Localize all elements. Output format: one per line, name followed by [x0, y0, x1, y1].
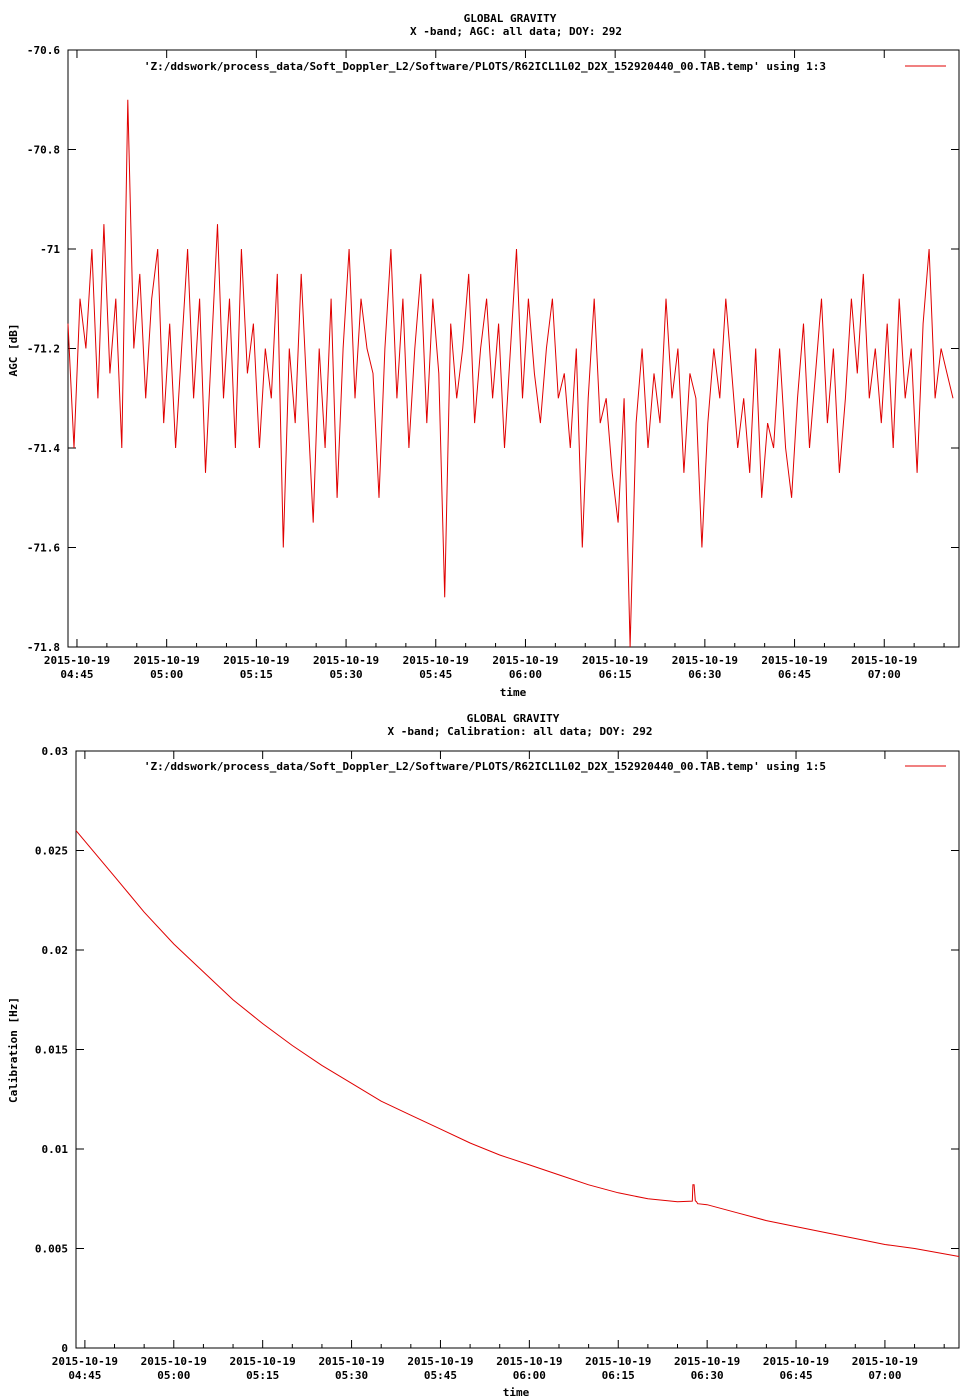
chart1-x-tick-date: 2015-10-19 — [672, 654, 738, 667]
chart2-x-tick-time: 06:30 — [691, 1369, 724, 1382]
chart2-x-tick-time: 06:15 — [602, 1369, 635, 1382]
chart2-y-axis-label: Calibration [Hz] — [7, 997, 20, 1103]
chart1-series-line — [67, 99, 954, 648]
chart2-x-tick-date: 2015-10-19 — [496, 1355, 562, 1368]
chart1-x-tick-time: 07:00 — [868, 668, 901, 681]
chart2-x-tick-time: 07:00 — [868, 1369, 901, 1382]
chart2-x-tick-date: 2015-10-19 — [318, 1355, 384, 1368]
chart1-x-tick-time: 05:00 — [150, 668, 183, 681]
chart1-x-tick-date: 2015-10-19 — [851, 654, 917, 667]
chart1-x-tick-time: 06:15 — [599, 668, 632, 681]
chart1-title: GLOBAL GRAVITY — [464, 12, 557, 25]
chart2-y-tick-label: 0.005 — [35, 1243, 68, 1256]
agc-chart: GLOBAL GRAVITY X -band; AGC: all data; D… — [7, 12, 960, 699]
chart1-y-tick-label: -70.6 — [27, 44, 60, 57]
chart2-x-tick-date: 2015-10-19 — [230, 1355, 296, 1368]
chart2-plot-frame — [75, 750, 960, 1349]
chart2-x-tick-time: 05:15 — [246, 1369, 279, 1382]
chart1-x-tick-date: 2015-10-19 — [582, 654, 648, 667]
chart2-x-tick-date: 2015-10-19 — [141, 1355, 207, 1368]
chart2-title: GLOBAL GRAVITY — [467, 712, 560, 725]
chart2-y-tick-label: 0 — [61, 1342, 68, 1355]
chart1-y-tick-label: -71.2 — [27, 343, 60, 356]
chart1-x-tick-time: 05:30 — [330, 668, 363, 681]
chart1-y-tick-label: -71.4 — [27, 442, 60, 455]
chart2-x-tick-date: 2015-10-19 — [763, 1355, 829, 1368]
chart1-x-tick-date: 2015-10-19 — [44, 654, 110, 667]
chart2-x-tick-date: 2015-10-19 — [407, 1355, 473, 1368]
chart2-x-tick-time: 05:30 — [335, 1369, 368, 1382]
chart2-y-tick-label: 0.02 — [42, 944, 69, 957]
chart1-x-tick-time: 06:00 — [509, 668, 542, 681]
chart2-x-tick-date: 2015-10-19 — [585, 1355, 651, 1368]
chart1-y-tick-label: -71.8 — [27, 641, 60, 654]
chart1-x-tick-date: 2015-10-19 — [313, 654, 379, 667]
chart1-x-tick-time: 05:45 — [419, 668, 452, 681]
chart2-x-tick-time: 06:45 — [779, 1369, 812, 1382]
chart1-y-axis-label: AGC [dB] — [7, 324, 20, 377]
chart1-x-tick-date: 2015-10-19 — [134, 654, 200, 667]
chart1-y-tick-label: -71 — [40, 243, 60, 256]
chart1-x-tick-date: 2015-10-19 — [223, 654, 289, 667]
chart2-subtitle: X -band; Calibration: all data; DOY: 292 — [388, 725, 653, 738]
chart2-y-tick-label: 0.01 — [42, 1143, 69, 1156]
chart1-x-tick-time: 04:45 — [60, 668, 93, 681]
chart2-x-tick-time: 04:45 — [68, 1369, 101, 1382]
chart2-y-tick-label: 0.03 — [42, 745, 69, 758]
chart2-x-tick-time: 06:00 — [513, 1369, 546, 1382]
chart1-x-tick-date: 2015-10-19 — [492, 654, 558, 667]
chart1-y-tick-label: -71.6 — [27, 542, 60, 555]
chart2-y-tick-label: 0.015 — [35, 1044, 68, 1057]
chart1-x-tick-time: 05:15 — [240, 668, 273, 681]
chart1-legend-label: 'Z:/ddswork/process_data/Soft_Doppler_L2… — [144, 60, 826, 73]
chart2-series-line — [75, 830, 960, 1257]
calibration-chart: GLOBAL GRAVITY X -band; Calibration: all… — [7, 712, 960, 1399]
chart2-x-axis-label: time — [503, 1386, 530, 1399]
chart1-x-tick-time: 06:45 — [778, 668, 811, 681]
chart2-x-tick-date: 2015-10-19 — [852, 1355, 918, 1368]
chart1-subtitle: X -band; AGC: all data; DOY: 292 — [410, 25, 622, 38]
chart2-legend-label: 'Z:/ddswork/process_data/Soft_Doppler_L2… — [144, 760, 826, 773]
chart2-x-tick-time: 05:45 — [424, 1369, 457, 1382]
chart1-x-tick-time: 06:30 — [688, 668, 721, 681]
chart1-x-axis-label: time — [500, 686, 527, 699]
chart2-x-tick-time: 05:00 — [157, 1369, 190, 1382]
chart1-x-tick-date: 2015-10-19 — [761, 654, 827, 667]
chart2-x-tick-date: 2015-10-19 — [674, 1355, 740, 1368]
chart2-y-tick-label: 0.025 — [35, 845, 68, 858]
chart1-x-tick-date: 2015-10-19 — [403, 654, 469, 667]
chart1-y-tick-label: -70.8 — [27, 144, 60, 157]
chart2-x-tick-date: 2015-10-19 — [52, 1355, 118, 1368]
